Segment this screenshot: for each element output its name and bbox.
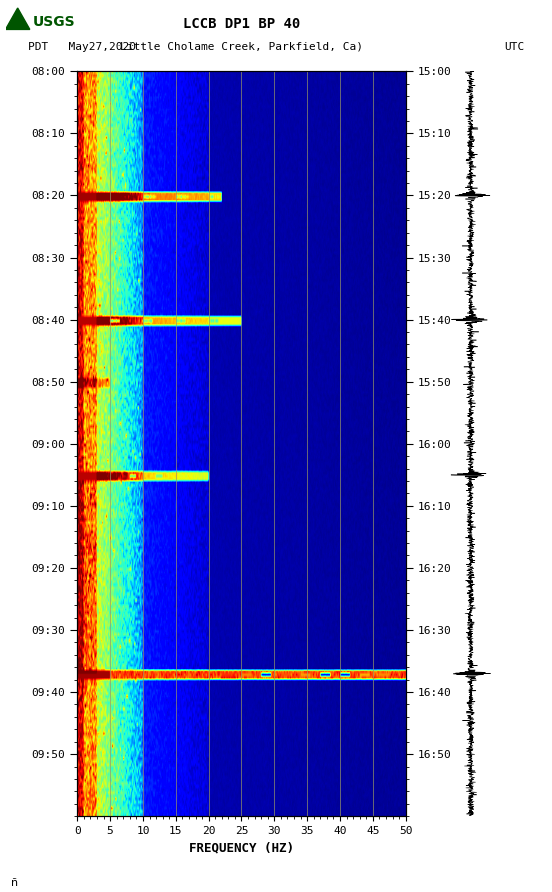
Text: Little Cholame Creek, Parkfield, Ca): Little Cholame Creek, Parkfield, Ca) [120, 42, 363, 52]
Text: PDT   May27,2020: PDT May27,2020 [28, 42, 136, 52]
Text: ñ: ñ [11, 878, 18, 888]
Polygon shape [6, 8, 30, 29]
Text: UTC: UTC [504, 42, 524, 52]
X-axis label: FREQUENCY (HZ): FREQUENCY (HZ) [189, 841, 294, 855]
Text: USGS: USGS [33, 15, 76, 29]
Text: LCCB DP1 BP 40: LCCB DP1 BP 40 [183, 17, 300, 31]
